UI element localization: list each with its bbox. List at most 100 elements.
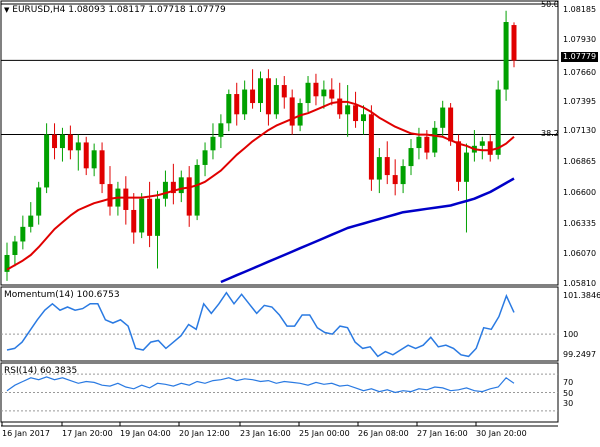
bullish-candle (432, 127, 438, 153)
bullish-candle (202, 150, 208, 165)
momentum-header: Momentum(14) 100.6753 (4, 290, 120, 300)
bullish-candle (20, 226, 26, 242)
bullish-candle (242, 89, 248, 115)
bullish-candle (210, 136, 216, 151)
time-axis-label: 27 Jan 16:00 (417, 429, 468, 438)
bullish-candle (155, 198, 161, 236)
bullish-candle (360, 114, 366, 122)
price-axis-label: 1.07395 (563, 97, 597, 106)
price-axis-label: 1.07660 (563, 68, 597, 77)
price-axis-label: 1.06865 (563, 157, 597, 166)
momentum-line (6, 291, 515, 358)
rsi-axis-label: 30 (563, 399, 574, 408)
bearish-candle (250, 89, 256, 104)
bullish-candle (345, 105, 351, 115)
price-axis-label: 1.06070 (563, 249, 597, 258)
bullish-candle (321, 89, 327, 97)
bearish-candle (107, 184, 113, 207)
bullish-candle (59, 134, 65, 149)
main-pane-header: ▼ EURUSD,H4 1.08093 1.08117 1.07718 1.07… (4, 5, 226, 16)
current-price-tag: 1.07779 (561, 52, 599, 62)
bullish-candle (178, 177, 184, 194)
bearish-candle (487, 141, 493, 155)
bullish-candle (218, 123, 224, 137)
fib-level-label: 38.2 (541, 129, 559, 138)
bullish-candle (4, 254, 10, 272)
bearish-candle (448, 107, 454, 142)
momentum-axis-label: 99.2497 (563, 350, 597, 359)
bearish-candle (67, 134, 73, 151)
price-axis-label: 1.08185 (563, 5, 597, 14)
bearish-candle (392, 175, 398, 185)
rsi-axis-label: 50 (563, 389, 574, 398)
bullish-candle (258, 78, 263, 104)
collapse-triangle-icon[interactable]: ▼ (4, 6, 10, 14)
bullish-candle (194, 164, 200, 216)
sma100-line (220, 177, 515, 284)
bullish-candle (139, 198, 145, 233)
main-pane-frame (0, 0, 559, 286)
time-axis-label: 20 Jan 12:00 (179, 429, 230, 438)
time-axis-label: 23 Jan 16:00 (240, 429, 291, 438)
price-axis-label: 1.06600 (563, 188, 597, 197)
bearish-candle (424, 136, 430, 153)
bearish-candle (353, 105, 359, 122)
bullish-candle (44, 134, 50, 188)
bearish-candle (289, 97, 295, 126)
bearish-candle (265, 78, 271, 115)
bullish-candle (273, 85, 279, 115)
bearish-candle (281, 85, 287, 98)
price-axis-label: 1.07130 (563, 126, 597, 135)
bearish-candle (511, 25, 517, 61)
momentum-axis-label: 100 (563, 330, 579, 339)
rsi-axis-label: 70 (563, 378, 574, 387)
bullish-candle (12, 241, 18, 255)
bearish-candle (123, 188, 129, 210)
bearish-candle (337, 98, 343, 115)
bearish-candle (131, 209, 137, 233)
momentum-axis-label: 101.3846 (563, 291, 600, 300)
bullish-candle (463, 152, 469, 182)
time-axis-label: 17 Jan 20:00 (62, 429, 113, 438)
bullish-candle (305, 82, 311, 104)
time-axis-label: 19 Jan 04:00 (120, 429, 171, 438)
bullish-candle (479, 141, 485, 146)
bullish-candle (162, 181, 168, 199)
bullish-candle (416, 136, 422, 149)
bearish-candle (368, 114, 374, 180)
bullish-candle (440, 107, 446, 128)
bearish-candle (329, 89, 335, 99)
rsi-line (6, 376, 515, 394)
bullish-candle (226, 94, 232, 124)
bullish-candle (28, 215, 34, 227)
price-axis-label: 1.05810 (563, 279, 597, 288)
bullish-candle (36, 187, 42, 216)
bearish-candle (234, 94, 240, 115)
bearish-candle (313, 82, 319, 97)
fib-level-label: 50.0 (541, 0, 559, 9)
time-axis-label: 25 Jan 00:00 (299, 429, 350, 438)
bearish-candle (170, 181, 176, 194)
bearish-candle (456, 141, 462, 182)
bullish-candle (297, 103, 303, 126)
momentum-pane-frame (0, 286, 559, 362)
bearish-candle (99, 150, 105, 185)
bullish-candle (91, 150, 97, 169)
bullish-candle (75, 142, 81, 151)
bearish-candle (147, 198, 153, 236)
bearish-candle (186, 177, 192, 216)
bullish-candle (376, 157, 382, 180)
bearish-candle (384, 157, 390, 176)
bullish-candle (408, 148, 414, 167)
time-axis-label: 26 Jan 08:00 (358, 429, 409, 438)
bullish-candle (503, 22, 509, 90)
time-axis-label: 16 Jan 2017 (2, 429, 50, 438)
bearish-candle (83, 142, 89, 169)
bullish-candle (400, 166, 406, 185)
price-axis-label: 1.07930 (563, 35, 597, 44)
bullish-candle (495, 89, 501, 155)
bearish-candle (52, 134, 58, 149)
sma20-line (6, 100, 515, 271)
